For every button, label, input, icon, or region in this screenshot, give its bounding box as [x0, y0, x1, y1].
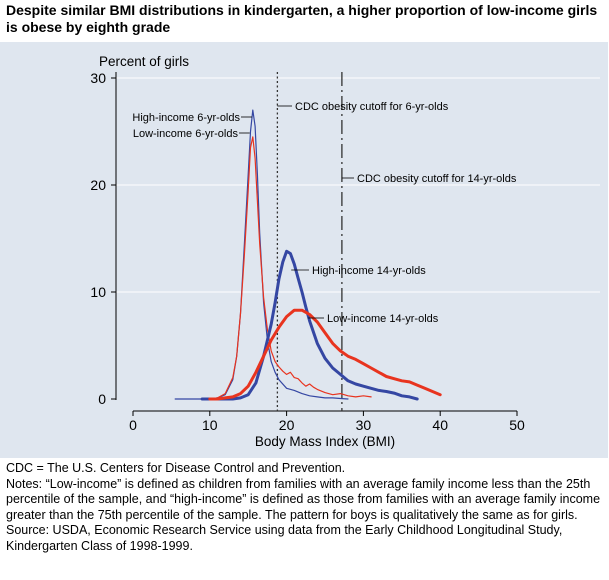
chart-panel: 0 10 20 30 0 10 20 30 40 50 High-income 6-yr-olds…: [0, 42, 608, 458]
bmi-chart: 0 10 20 30 0 10 20 30 40 50 High-income 6-yr-olds…: [90, 54, 600, 449]
y-axis-label: Percent of girls: [99, 54, 189, 69]
annotations: High-income 6-yr-olds Low-income 6-yr-old…: [132, 101, 516, 325]
x-tick-label-50: 50: [509, 417, 525, 433]
note-cdc: CDC = The U.S. Centers for Disease Contr…: [6, 461, 346, 475]
series-lines: [174, 109, 442, 401]
chart-title: Despite similar BMI distributions in kin…: [6, 2, 598, 35]
series-high-income-14-yr-olds: [200, 249, 419, 401]
annotation-cdc-14: CDC obesity cutoff for 14-yr-olds: [357, 173, 517, 185]
x-tick-label-40: 40: [432, 417, 448, 433]
annotation-high-income-14: High-income 14-yr-olds: [312, 265, 426, 277]
series-low-income-6-yr-olds: [201, 136, 372, 400]
annotation-cdc-6: CDC obesity cutoff for 6-yr-olds: [295, 101, 449, 113]
series-low-income-14-yr-olds: [208, 308, 442, 401]
y-tick-label-0: 0: [98, 391, 106, 407]
note-source: Source: USDA, Economic Research Service …: [6, 523, 563, 553]
x-tick-label-0: 0: [129, 417, 137, 433]
gridlines: [116, 77, 600, 293]
note-definition: Notes: “Low-income” is defined as childr…: [6, 476, 601, 522]
x-tick-label-30: 30: [356, 417, 372, 433]
y-tick-label-10: 10: [90, 284, 106, 300]
x-tick-label-20: 20: [279, 417, 295, 433]
annotation-low-income-14: Low-income 14-yr-olds: [327, 313, 439, 325]
annotation-high-income-6: High-income 6-yr-olds: [132, 112, 240, 124]
footnotes: CDC = The U.S. Centers for Disease Contr…: [6, 461, 606, 555]
y-tick-label-30: 30: [90, 70, 106, 86]
y-tick-label-20: 20: [90, 177, 106, 193]
reference-lines: [276, 72, 343, 411]
x-axis-label: Body Mass Index (BMI): [255, 434, 395, 449]
x-tick-label-10: 10: [202, 417, 218, 433]
axes: 0 10 20 30 0 10 20 30 40 50: [90, 70, 525, 433]
annotation-low-income-6: Low-income 6-yr-olds: [133, 128, 239, 140]
